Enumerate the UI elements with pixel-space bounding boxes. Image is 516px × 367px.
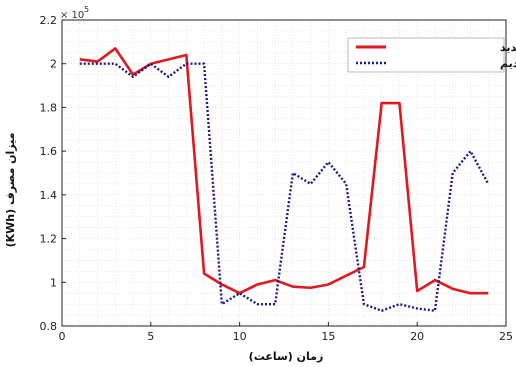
x-tick-label: 0	[59, 330, 66, 343]
multiplier-label: × 10 5	[60, 5, 89, 21]
x-axis-label: زمان (ساعت)	[249, 350, 324, 363]
y-tick-label: 1.6	[40, 145, 58, 158]
y-tick-label: 1.4	[40, 189, 58, 202]
y-tick-label: 1.8	[40, 101, 58, 114]
multiplier-exponent: 5	[84, 5, 89, 14]
legend: منحنی بار جدید منحنی بار قدیم	[347, 37, 516, 73]
series-line-old	[79, 62, 490, 312]
y-tick-label: 2	[50, 58, 57, 71]
x-tick-label: 25	[499, 330, 513, 343]
y-axis-label: میزان مصرف (KWh)	[4, 133, 17, 248]
axis-ticks: 0 5 10 15 20 25 0.8 1 1.2 1.4 1.6 1.8 2 2.2	[40, 14, 514, 343]
y-tick-label: 0.8	[40, 320, 58, 333]
y-tick-label: 1.2	[40, 233, 58, 246]
x-tick-label: 20	[410, 330, 424, 343]
legend-label-old: منحنی بار قدیم	[500, 57, 516, 70]
plot-frame	[61, 19, 507, 327]
x-tick-label: 15	[321, 330, 335, 343]
multiplier-base: × 10	[60, 10, 84, 21]
legend-box	[347, 37, 505, 73]
series-group	[79, 47, 490, 312]
y-tick-label: 2.2	[40, 14, 58, 27]
x-tick-label: 5	[147, 330, 154, 343]
x-tick-label: 10	[233, 330, 247, 343]
y-tick-label: 1	[50, 276, 57, 289]
legend-label-new: منحنی بار جدید	[500, 41, 516, 54]
